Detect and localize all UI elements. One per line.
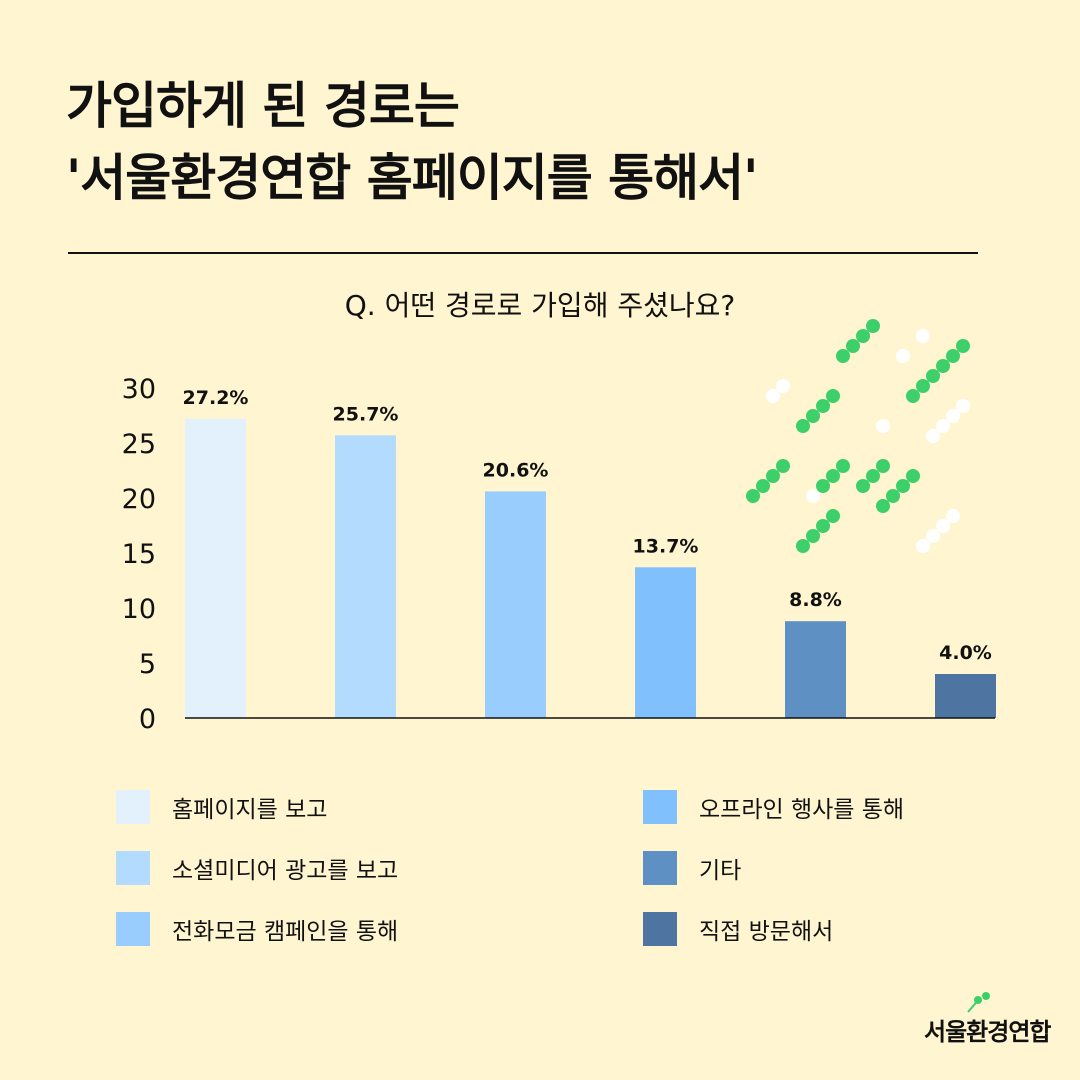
decor-dot [836,349,850,363]
bar-1 [185,418,246,718]
decorative-dots [746,319,970,553]
legend-label: 소셜미디어 광고를 보고 [172,858,399,884]
decor-dot [846,339,860,353]
decor-dot [806,489,820,503]
decor-dot [926,429,940,443]
decor-dot [816,399,830,413]
decor-dot [766,469,780,483]
decor-dot [836,459,850,473]
decor-dot [806,409,820,423]
data-label: 13.7% [633,535,699,557]
decor-dot [856,479,870,493]
bar-4 [635,567,696,718]
decor-dot [936,419,950,433]
legend-swatch [116,790,150,824]
legend-item: 기타 [643,851,741,885]
decor-dot [956,399,970,413]
decor-dot [796,419,810,433]
title-line-1: 가입하게 된 경로는 [66,77,460,135]
decor-dot [906,469,920,483]
decor-dot [956,339,970,353]
decor-dot [856,329,870,343]
y-tick-label: 15 [122,539,156,570]
decor-dot [866,469,880,483]
legend-item: 소셜미디어 광고를 보고 [116,851,398,885]
decor-dot [806,529,820,543]
legend-swatch [643,790,677,824]
logo-text: 서울환경연합 [924,1018,1051,1046]
decor-dot [816,519,830,533]
legend-swatch [116,851,150,885]
decor-dot [746,489,760,503]
decor-dot [756,479,770,493]
decor-dot [876,499,890,513]
bars: 27.2% 25.7% 20.6% 13.7% 8.8% 4.0% [183,387,996,718]
decor-dot [766,389,780,403]
decor-dot [876,419,890,433]
data-label: 4.0% [939,642,992,664]
decor-dot [906,389,920,403]
data-label: 25.7% [333,403,399,425]
title-divider [68,252,978,254]
data-label: 20.6% [483,459,549,481]
page-title: 가입하게 된 경로는 '서울환경연합 홈페이지를 통해서' [66,70,758,214]
decor-dot [926,529,940,543]
decor-dot [936,359,950,373]
bar-3 [485,491,546,718]
y-tick-label: 5 [139,649,156,680]
data-label: 27.2% [183,387,249,409]
decor-dot [826,469,840,483]
y-tick-label: 10 [122,594,156,625]
decor-dot [896,349,910,363]
legend-label: 전화모금 캠페인을 통해 [172,919,399,945]
legend-item: 전화모금 캠페인을 통해 [116,912,398,946]
decor-dot [776,459,790,473]
decor-dot [936,519,950,533]
title-line-2: '서울환경연합 홈페이지를 통해서' [66,149,758,207]
bar-5 [785,621,846,718]
decor-dot [776,379,790,393]
legend-item: 오프라인 행사를 통해 [643,790,904,824]
decor-dot [826,389,840,403]
decor-dot [796,539,810,553]
y-tick-label: 0 [139,704,156,735]
organization-logo: 서울환경연합 [924,990,1051,1050]
legend-label: 오프라인 행사를 통해 [699,797,905,823]
decor-dot [886,489,900,503]
decor-dot [816,479,830,493]
decor-dot [926,369,940,383]
bar-2 [335,435,396,718]
legend-label: 직접 방문해서 [699,919,834,945]
decor-dot [826,509,840,523]
bar-chart: 0 5 10 15 20 25 30 27.2% 25.7% 20.6% 13.7% 8.8% 4.0… [122,319,996,735]
legend-item: 홈페이지를 보고 [116,790,327,824]
decor-dot [916,329,930,343]
survey-question: Q. 어떤 경로로 가입해 주셨나요? [344,289,736,322]
bar-6 [935,674,996,718]
y-axis: 0 5 10 15 20 25 30 [122,374,156,735]
decor-dot [866,319,880,333]
decor-dot [916,379,930,393]
data-label: 8.8% [789,589,842,611]
legend-swatch [116,912,150,946]
legend-swatch [643,912,677,946]
y-tick-label: 25 [122,429,156,460]
legend-label: 기타 [699,858,742,884]
y-tick-label: 20 [122,484,156,515]
decor-dot [946,349,960,363]
legend-label: 홈페이지를 보고 [172,797,328,823]
decor-dot [896,479,910,493]
y-tick-label: 30 [122,374,156,405]
decor-dot [946,409,960,423]
decor-dot [876,459,890,473]
decor-dot [946,509,960,523]
legend-swatch [643,851,677,885]
legend-item: 직접 방문해서 [643,912,833,946]
logo-dots-icon [967,992,990,1013]
decor-dot [916,539,930,553]
